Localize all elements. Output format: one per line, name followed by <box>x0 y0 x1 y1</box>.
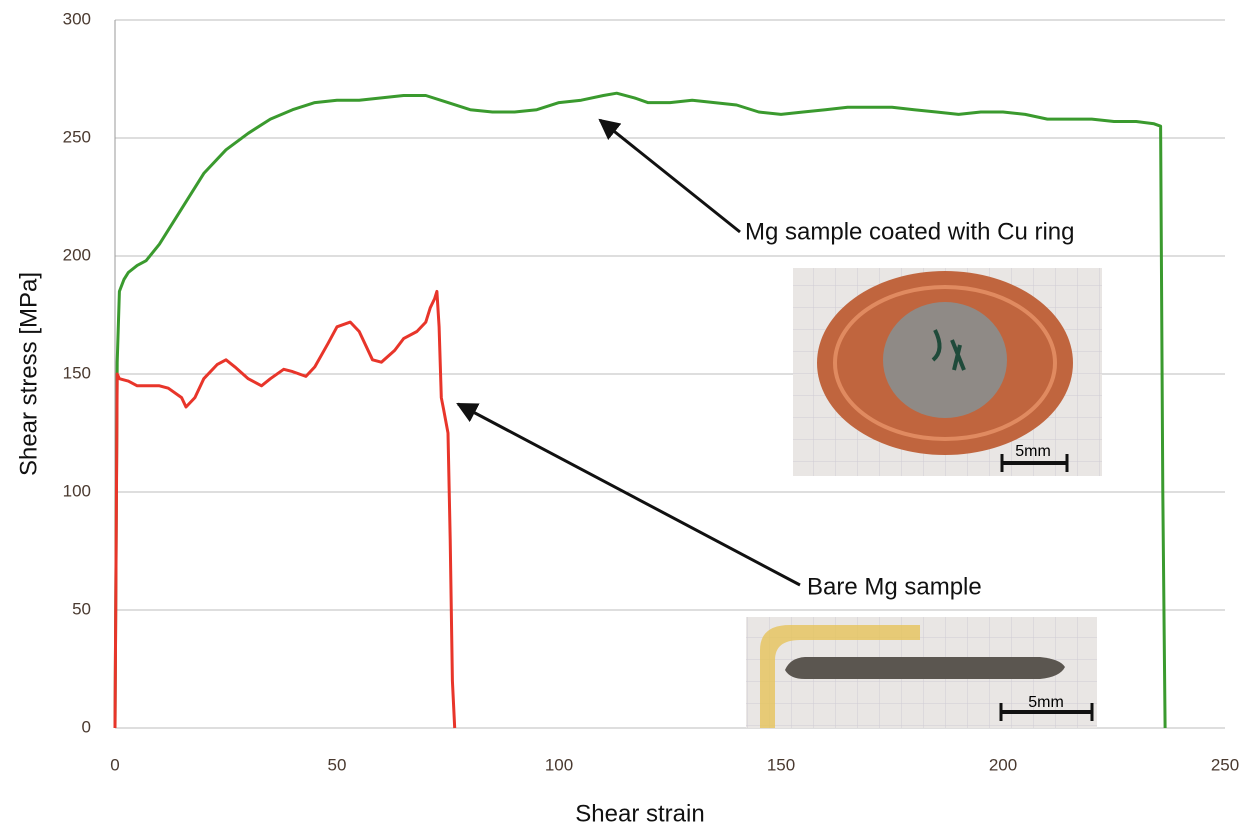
y-tick-label: 250 <box>63 127 91 146</box>
x-tick-label: 0 <box>110 755 119 774</box>
y-tick-label: 150 <box>63 363 91 382</box>
scale-label: 5mm <box>1028 694 1064 711</box>
line <box>115 291 455 728</box>
x-tick-label: 50 <box>328 755 347 774</box>
y-tick-label: 200 <box>63 245 91 264</box>
inset-photo: 5mm <box>746 617 1097 728</box>
x-tick-label: 150 <box>767 755 795 774</box>
inset-photo: 5mm <box>793 268 1102 476</box>
annotation: Mg sample coated with Cu ring <box>745 218 1074 245</box>
x-tick-label: 100 <box>545 755 573 774</box>
arrow <box>600 120 740 232</box>
chart: 5mm 5mm Shear strain Shear stress [MPa] … <box>0 0 1254 829</box>
y-tick-label: 300 <box>63 9 91 28</box>
y-tick-label: 0 <box>82 717 91 736</box>
y-tick-label: 100 <box>63 481 91 500</box>
x-axis-label: Shear strain <box>575 800 704 827</box>
arrow <box>458 404 800 585</box>
annotation: Bare Mg sample <box>807 573 982 600</box>
x-tick-label: 250 <box>1211 755 1239 774</box>
y-axis-label: Shear stress [MPa] <box>15 272 42 476</box>
x-tick-label: 200 <box>989 755 1017 774</box>
y-tick-label: 50 <box>72 599 91 618</box>
scale-label: 5mm <box>1015 443 1051 460</box>
